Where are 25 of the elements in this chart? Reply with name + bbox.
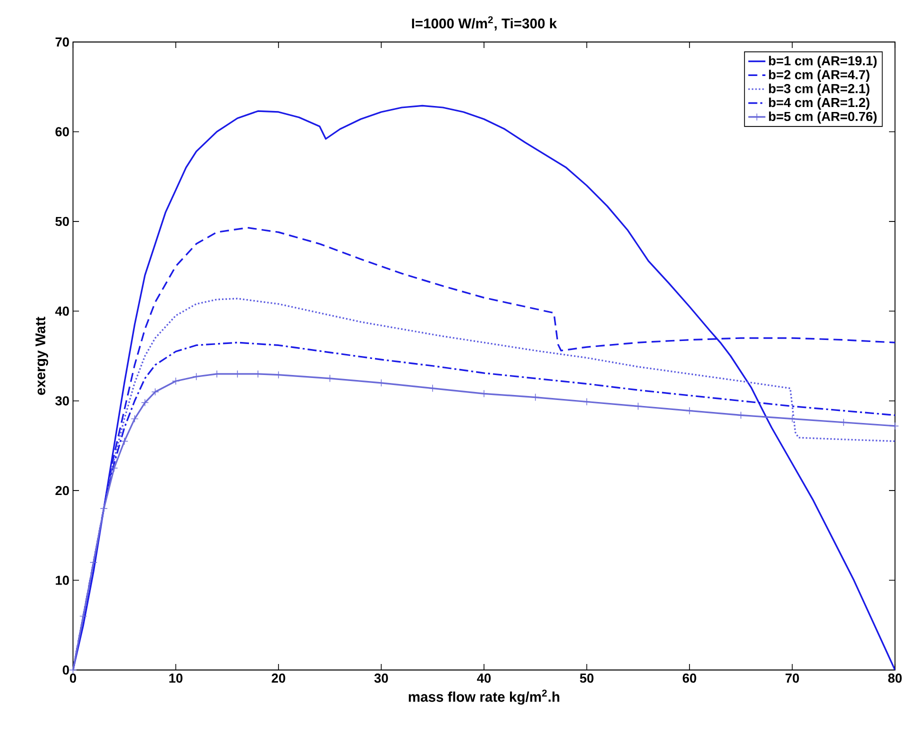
legend-label: b=1 cm (AR=19.1): [769, 56, 877, 68]
y-tick-label: 20: [55, 486, 69, 496]
legend-label: b=2 cm (AR=4.7): [769, 70, 870, 82]
x-tick-label: 10: [169, 674, 182, 683]
y-tick-label: 40: [55, 306, 69, 316]
x-tick-label: 80: [888, 674, 902, 683]
x-tick-label: 70: [786, 674, 799, 683]
y-axis-title: exergy Watt: [36, 316, 48, 395]
y-tick-label: 70: [56, 37, 69, 47]
y-tick-label: 50: [55, 216, 69, 226]
x-tick-label: 0: [70, 674, 76, 683]
y-tick-label: 60: [55, 127, 69, 136]
legend-label: b=4 cm (AR=1.2): [769, 98, 870, 110]
y-tick-label: 30: [55, 396, 69, 406]
chart-title: I=1000 W/m$^{2}$, Ti=300 k: [412, 16, 557, 30]
legend-label: b=3 cm (AR=2.1): [769, 84, 870, 96]
x-axis-title: mass flow rate kg/m$^{2}$.h: [408, 690, 560, 705]
x-tick-label: 30: [374, 674, 388, 683]
legend-label: b=5 cm (AR=0.76): [769, 111, 877, 124]
x-tick-label: 20: [272, 674, 286, 683]
y-tick-label: 0: [62, 665, 69, 675]
x-tick-label: 40: [476, 674, 491, 683]
x-tick-label: 50: [580, 674, 594, 683]
x-tick-label: 60: [682, 674, 696, 683]
y-tick-label: 10: [56, 576, 69, 585]
